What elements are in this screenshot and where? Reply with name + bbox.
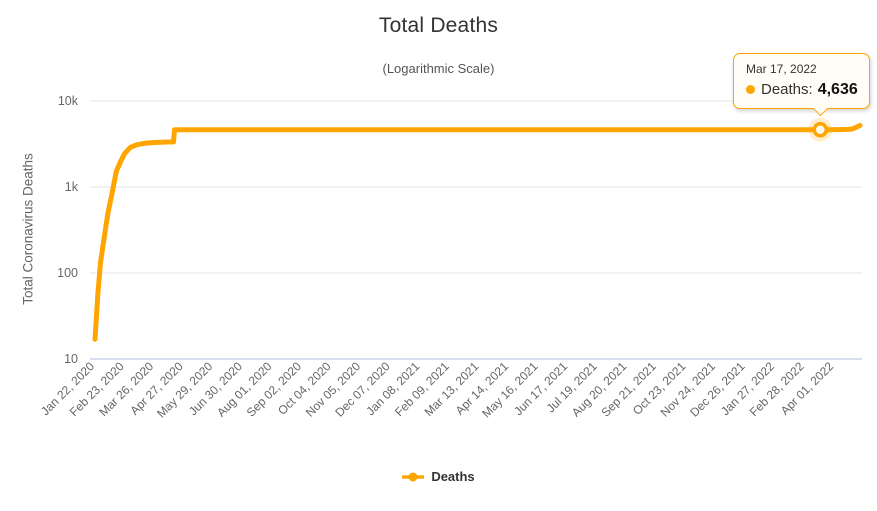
y-tick-label: 10k	[58, 94, 79, 108]
legend-line-marker-icon	[402, 472, 425, 481]
tooltip-value: 4,636	[817, 81, 858, 98]
chart-subtitle: (Logarithmic Scale)	[382, 61, 495, 76]
y-tick-label: 1k	[65, 180, 79, 194]
tooltip-date: Mar 17, 2022	[746, 62, 817, 76]
tooltip: Mar 17, 2022 Deaths: 4,636	[733, 53, 870, 117]
legend-label: Deaths	[431, 469, 475, 484]
series-line-deaths	[92, 123, 863, 342]
hover-point-marker[interactable]	[812, 121, 829, 138]
y-tick-label: 10	[64, 352, 78, 366]
chart-title: Total Deaths	[378, 14, 499, 37]
legend-item-deaths[interactable]: Deaths	[0, 469, 877, 484]
y-tick-label: 100	[57, 266, 78, 280]
series-dot-icon	[746, 85, 755, 94]
tooltip-series-label: Deaths:	[761, 81, 813, 98]
tooltip-series-row: Deaths: 4,636	[746, 80, 859, 99]
